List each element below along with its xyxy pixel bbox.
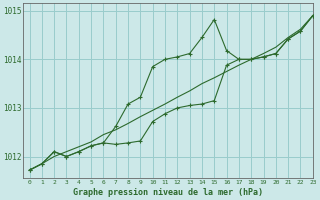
X-axis label: Graphe pression niveau de la mer (hPa): Graphe pression niveau de la mer (hPa) [73,188,263,197]
